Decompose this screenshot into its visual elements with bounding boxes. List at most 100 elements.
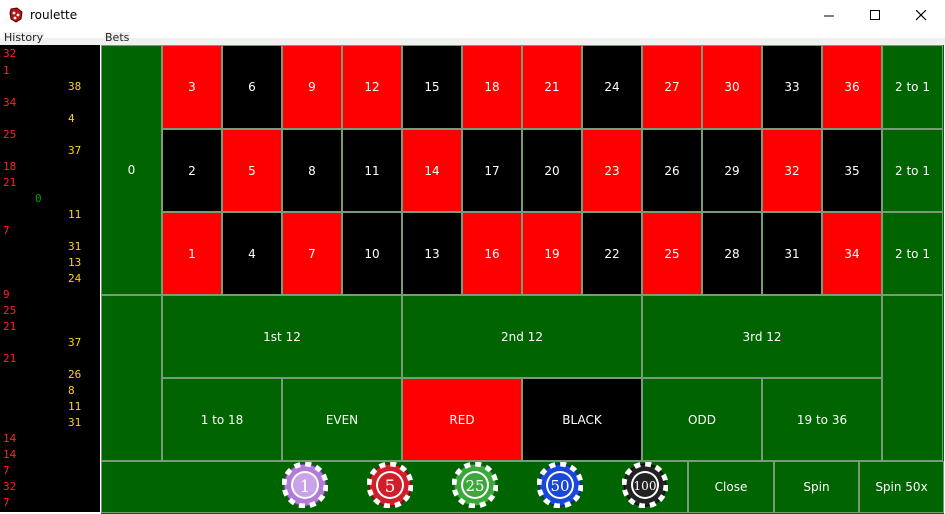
- bet-number[interactable]: 26: [642, 129, 702, 212]
- bet-number[interactable]: 15: [402, 45, 462, 129]
- title-bar: roulette: [0, 0, 945, 30]
- bet-number[interactable]: 3: [162, 45, 222, 129]
- chip-100-value: 100: [634, 479, 657, 493]
- bet-number[interactable]: 4: [222, 212, 282, 295]
- bet-number[interactable]: 2: [162, 129, 222, 212]
- maximize-button[interactable]: [852, 0, 898, 30]
- history-entry: 21: [3, 176, 17, 189]
- history-panel[interactable]: 32 1 38 34 4 25 37 18 21 0 11 7 31 13 24…: [0, 45, 100, 512]
- history-entry: 14: [3, 448, 17, 461]
- bet-dozen-1[interactable]: 1st 12: [162, 295, 402, 378]
- bet-number[interactable]: 36: [822, 45, 882, 129]
- bet-low[interactable]: 1 to 18: [162, 378, 282, 461]
- history-entry: 0: [35, 192, 42, 205]
- bet-dozen-2[interactable]: 2nd 12: [402, 295, 642, 378]
- bet-zero[interactable]: 0: [101, 45, 162, 295]
- bet-number[interactable]: 10: [342, 212, 402, 295]
- bet-even[interactable]: EVEN: [282, 378, 402, 461]
- history-entry: 32: [3, 480, 17, 493]
- bet-column-bottom[interactable]: 2 to 1: [882, 212, 943, 295]
- bet-number[interactable]: 17: [462, 129, 522, 212]
- bet-number[interactable]: 11: [342, 129, 402, 212]
- history-entry: 34: [3, 96, 17, 109]
- bet-number[interactable]: 7: [282, 212, 342, 295]
- bet-column-middle[interactable]: 2 to 1: [882, 129, 943, 212]
- minimize-button[interactable]: [806, 0, 852, 30]
- bet-number[interactable]: 8: [282, 129, 342, 212]
- bet-number[interactable]: 13: [402, 212, 462, 295]
- bet-number[interactable]: 34: [822, 212, 882, 295]
- bet-number[interactable]: 21: [522, 45, 582, 129]
- bet-number[interactable]: 28: [702, 212, 762, 295]
- bet-number[interactable]: 35: [822, 129, 882, 212]
- bet-number[interactable]: 27: [642, 45, 702, 129]
- history-entry: 7: [3, 464, 10, 477]
- bet-number[interactable]: 23: [582, 129, 642, 212]
- chip-25-value: 25: [465, 477, 484, 495]
- history-entry: 7: [3, 496, 10, 509]
- close-icon: [915, 9, 926, 20]
- history-entry: 4: [68, 112, 75, 125]
- bet-black[interactable]: BLACK: [522, 378, 642, 461]
- history-entry: 7: [3, 224, 10, 237]
- close-button[interactable]: Close: [688, 461, 774, 513]
- bet-number[interactable]: 20: [522, 129, 582, 212]
- history-entry: 9: [3, 288, 10, 301]
- history-entry: 11: [68, 400, 82, 413]
- bet-column-top[interactable]: 2 to 1: [882, 45, 943, 129]
- bet-high[interactable]: 19 to 36: [762, 378, 882, 461]
- history-entry: 31: [68, 240, 82, 253]
- maximize-icon: [869, 9, 880, 20]
- roulette-app-icon: [9, 7, 23, 23]
- bets-group-label: Bets: [104, 31, 131, 44]
- bet-dozen-3[interactable]: 3rd 12: [642, 295, 882, 378]
- history-entry: 25: [3, 304, 17, 317]
- history-entry: 25: [3, 128, 17, 141]
- close-window-button[interactable]: [898, 0, 944, 30]
- spin-button[interactable]: Spin: [774, 461, 859, 513]
- bet-number[interactable]: 5: [222, 129, 282, 212]
- chip-25-icon[interactable]: 25: [452, 462, 498, 508]
- history-entry: 21: [3, 352, 17, 365]
- bet-number[interactable]: 16: [462, 212, 522, 295]
- lower-right-spacer: [882, 295, 943, 461]
- bet-number[interactable]: 12: [342, 45, 402, 129]
- history-entry: 26: [68, 368, 82, 381]
- minimize-icon: [823, 15, 834, 16]
- bet-number[interactable]: 19: [522, 212, 582, 295]
- bet-number[interactable]: 14: [402, 129, 462, 212]
- chip-5-icon[interactable]: 5: [367, 462, 413, 508]
- bet-number[interactable]: 25: [642, 212, 702, 295]
- history-entry: 11: [68, 208, 82, 221]
- chip-1-icon[interactable]: 1: [282, 462, 328, 508]
- bet-number[interactable]: 24: [582, 45, 642, 129]
- bet-number[interactable]: 31: [762, 212, 822, 295]
- bet-number[interactable]: 29: [702, 129, 762, 212]
- history-entry: 18: [3, 160, 17, 173]
- bets-table: 0 3 6 9 12 15 18 21 24 27 30 33 36 2 to …: [101, 45, 944, 514]
- chip-50-icon[interactable]: 50: [537, 462, 583, 508]
- history-entry: 37: [68, 336, 82, 349]
- history-entry: 32: [3, 47, 17, 60]
- chip-1-value: 1: [300, 477, 311, 497]
- bet-number[interactable]: 30: [702, 45, 762, 129]
- history-entry: 24: [68, 272, 82, 285]
- bet-number[interactable]: 1: [162, 212, 222, 295]
- window-title: roulette: [30, 8, 78, 22]
- spin-50x-button[interactable]: Spin 50x: [859, 461, 944, 513]
- bet-number[interactable]: 6: [222, 45, 282, 129]
- bet-odd[interactable]: ODD: [642, 378, 762, 461]
- history-entry: 14: [3, 432, 17, 445]
- bet-number[interactable]: 9: [282, 45, 342, 129]
- groups-header-strip: [0, 38, 945, 45]
- bet-red[interactable]: RED: [402, 378, 522, 461]
- lower-left-spacer: [101, 295, 162, 461]
- history-entry: 21: [3, 320, 17, 333]
- bet-number[interactable]: 33: [762, 45, 822, 129]
- bet-number[interactable]: 22: [582, 212, 642, 295]
- bet-number[interactable]: 32: [762, 129, 822, 212]
- chip-100-icon[interactable]: 100: [622, 462, 668, 508]
- history-entry: 31: [68, 416, 82, 429]
- bet-number[interactable]: 18: [462, 45, 522, 129]
- history-entry: 38: [68, 80, 82, 93]
